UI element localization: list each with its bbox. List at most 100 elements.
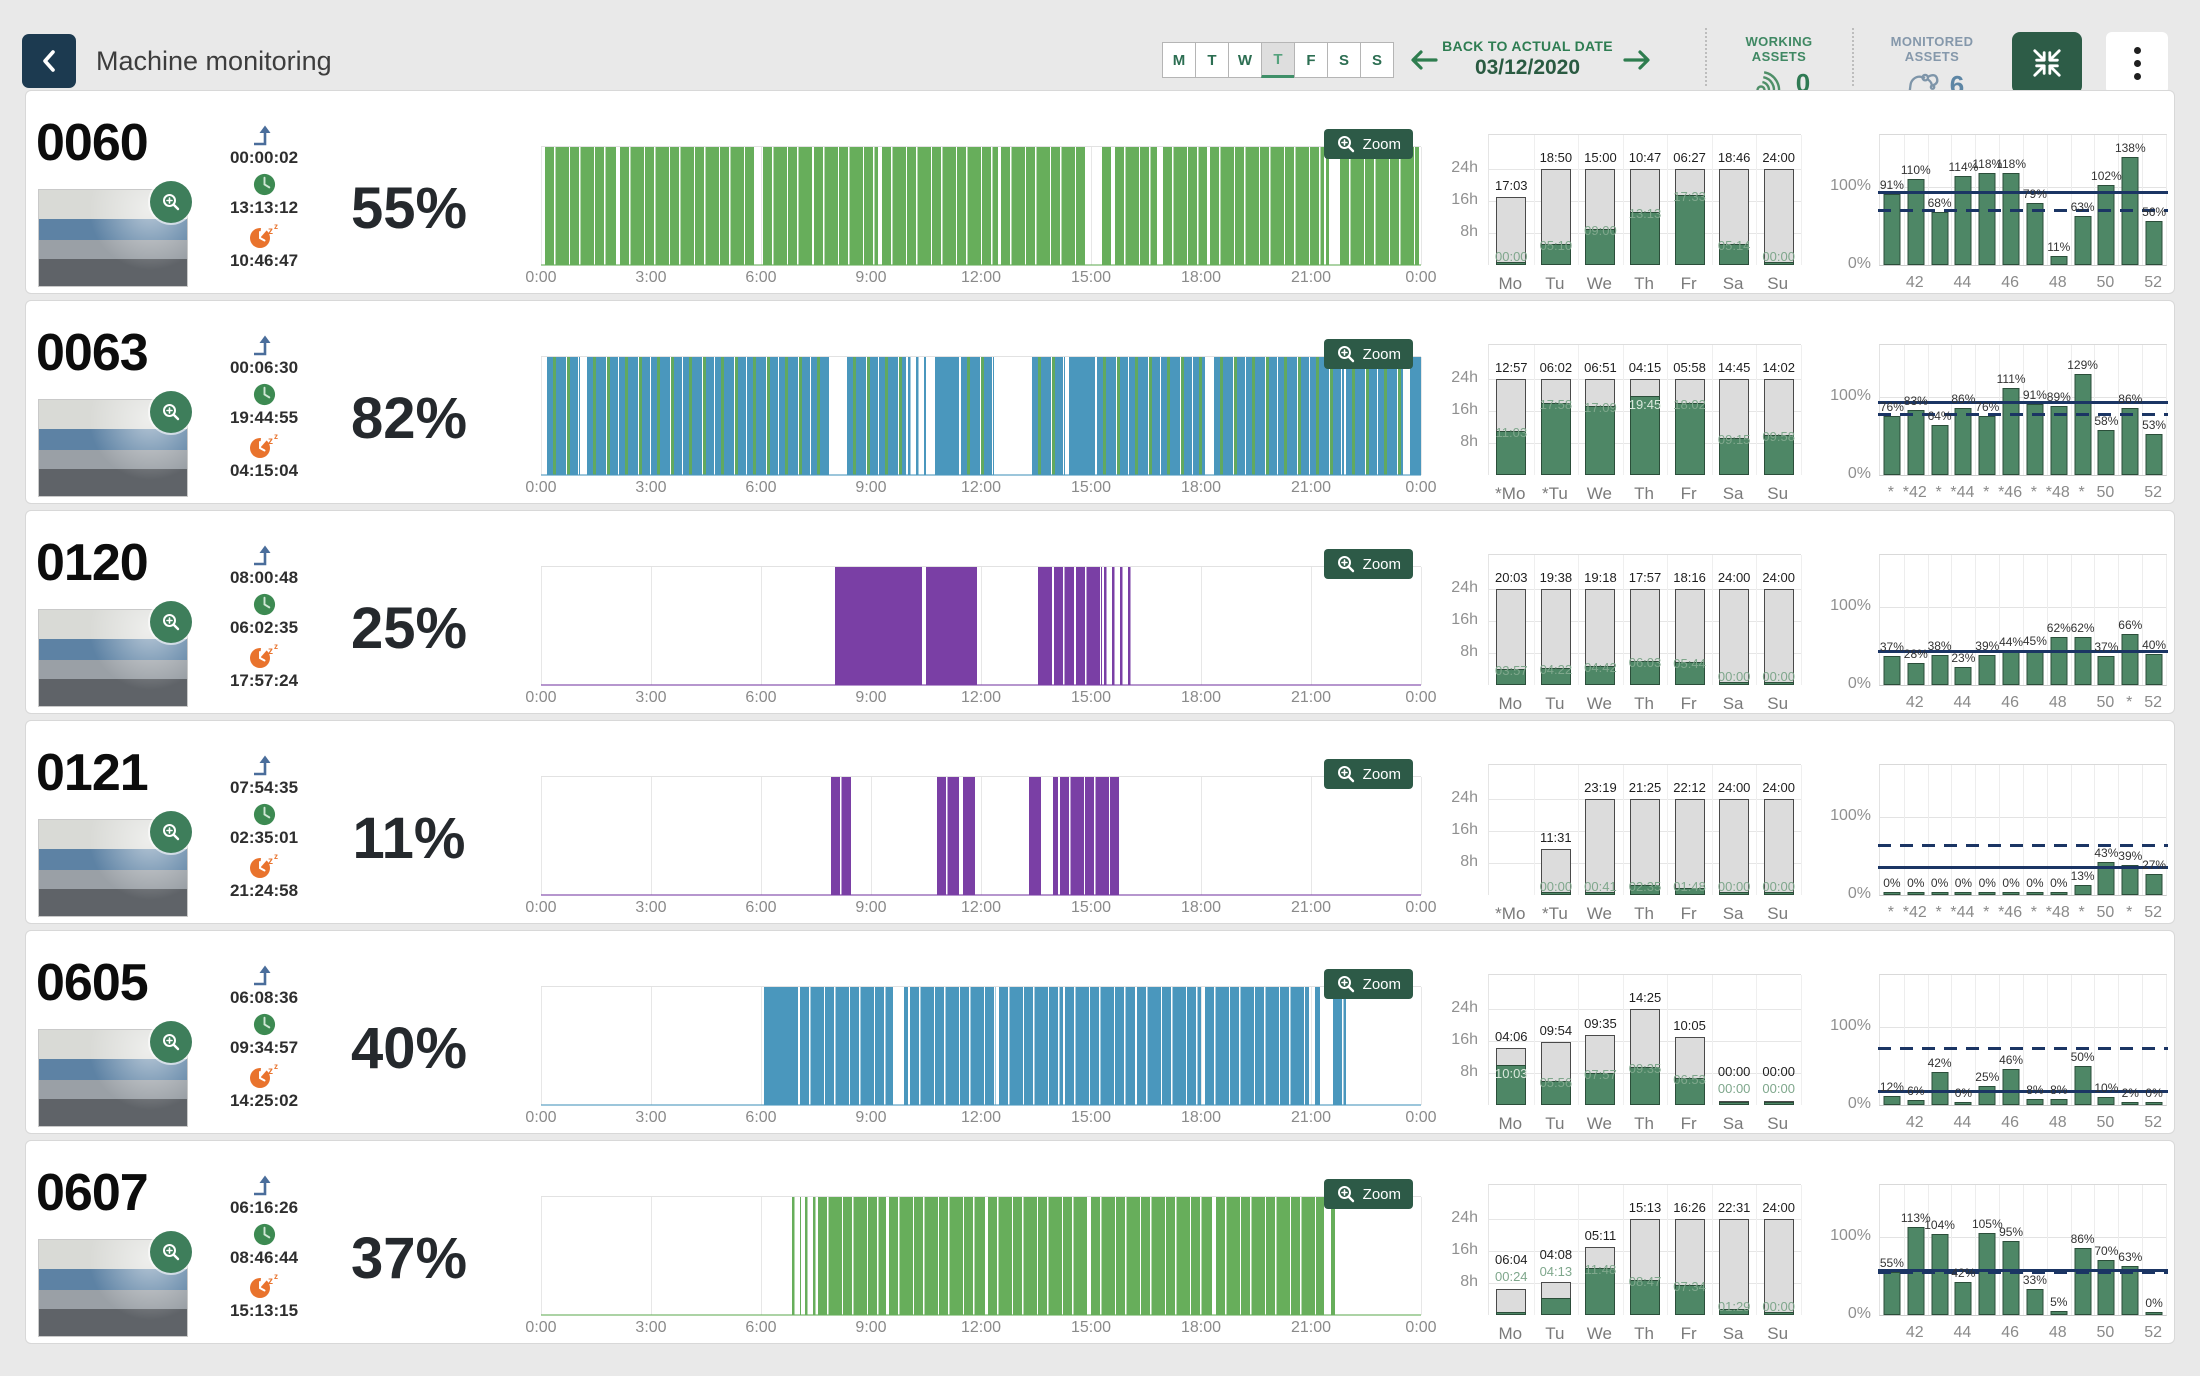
- utilization-percent: 11%: [352, 806, 466, 871]
- day-button-1[interactable]: T: [1195, 42, 1229, 78]
- magnifier-plus-icon: [1337, 766, 1354, 783]
- daily-working-bar: [1719, 1309, 1750, 1315]
- daily-axis-label: 24h: [1451, 999, 1478, 1016]
- photo-zoom-button[interactable]: [150, 391, 192, 433]
- daily-working-bar: [1540, 1081, 1571, 1105]
- week-value-label: 50%: [2070, 1050, 2095, 1064]
- daily-working-label: 07:57: [1584, 1067, 1617, 1083]
- week-slot: [1880, 765, 1905, 895]
- week-bar: [1978, 415, 1996, 475]
- next-day-button[interactable]: [1623, 48, 1653, 72]
- timeline-chart: 0:00 3:00 6:00 9:00 12:00 15:00 18:00 21:00 0:00…: [525, 301, 1456, 503]
- back-to-actual-date-button[interactable]: BACK TO ACTUAL DATE 03/12/2020: [1440, 38, 1615, 80]
- week-slot: [1975, 345, 2001, 475]
- collapse-all-button[interactable]: [2012, 32, 2082, 94]
- timeline-axis-label: 6:00: [745, 899, 777, 916]
- kebab-dot: [2133, 46, 2141, 54]
- daily-idle-label: 19:18: [1584, 570, 1617, 585]
- day-button-2[interactable]: W: [1228, 42, 1262, 78]
- zoom-button[interactable]: Zoom: [1323, 1179, 1413, 1209]
- timeline-gridline: [1311, 777, 1312, 895]
- working-time: 13:13:12: [229, 198, 299, 217]
- zoom-button[interactable]: Zoom: [1323, 549, 1413, 579]
- timeline-axis-label: 0:00: [1405, 1319, 1437, 1336]
- week-bar: [2050, 892, 2068, 895]
- day-button-4[interactable]: F: [1294, 42, 1328, 78]
- working-clock-icon: [253, 803, 275, 826]
- week-slot: [1928, 765, 1953, 895]
- kebab-menu-button[interactable]: [2106, 32, 2168, 94]
- daily-working-bar: [1496, 669, 1527, 685]
- zoom-button[interactable]: Zoom: [1323, 969, 1413, 999]
- daily-idle-label: 18:16: [1673, 570, 1706, 585]
- daily-total-bar: [1630, 799, 1660, 895]
- timeline-gridline: [981, 567, 982, 685]
- day-button-6[interactable]: S: [1360, 42, 1394, 78]
- back-button[interactable]: [22, 34, 76, 88]
- timeline-axis-label: 18:00: [1180, 899, 1222, 916]
- arrow-time: 06:16:26: [229, 1198, 299, 1217]
- daily-plot: 11:31 00:00 23:19 00:41 21:25 02:35 22:12 01:48…: [1488, 764, 1802, 895]
- daily-chart: 24h 16h 8h 06:04 00:24 04:08 04:13 05:11 11:48 15…: [1426, 1141, 1811, 1343]
- daily-idle-label: 04:06: [1495, 1029, 1528, 1045]
- timeline-gridline: [1091, 147, 1092, 265]
- timeline-gridline: [541, 567, 542, 685]
- week-bar: [1883, 415, 1901, 475]
- day-button-3[interactable]: T: [1261, 42, 1295, 78]
- zoom-button[interactable]: Zoom: [1323, 759, 1413, 789]
- daily-day-label: Fr: [1680, 904, 1697, 923]
- timeline-plot: [541, 146, 1422, 266]
- week-bar: [2145, 221, 2163, 265]
- photo-zoom-button[interactable]: [150, 1021, 192, 1063]
- week-bar: [2145, 653, 2163, 685]
- week-bar: [2050, 636, 2068, 685]
- daily-working-bar: [1585, 1073, 1616, 1105]
- daily-idle-label: 04:08: [1539, 1246, 1573, 1262]
- timeline-baseline: [541, 264, 1421, 266]
- week-value-label: 40%: [2142, 637, 2167, 652]
- week-bar: [2002, 388, 2020, 475]
- week-value-label: 23%: [1951, 651, 1976, 666]
- zoom-button-label: Zoom: [1362, 975, 1401, 993]
- week-value-label: 44%: [1999, 634, 2024, 649]
- timeline-gridline: [1421, 567, 1422, 685]
- daily-day-label: Mo: [1498, 274, 1523, 293]
- week-tick-label: 50: [2096, 904, 2115, 921]
- week-value-label: 39%: [2118, 848, 2143, 863]
- day-button-0[interactable]: M: [1162, 42, 1196, 78]
- week-value-label: 105%: [1971, 1217, 2003, 1232]
- zoom-button[interactable]: Zoom: [1323, 339, 1413, 369]
- daily-idle-label: 16:26: [1673, 1200, 1706, 1215]
- week-slot: [2118, 555, 2144, 685]
- week-tick-label: 52: [2144, 484, 2162, 501]
- weeks-axis-bottom-label: 0%: [1847, 1095, 1871, 1112]
- week-bar: [2145, 1102, 2163, 1105]
- photo-zoom-button[interactable]: [150, 1231, 192, 1273]
- photo-zoom-button[interactable]: [150, 181, 192, 223]
- week-slot: [1880, 1185, 1905, 1315]
- daily-axis-label: 8h: [1460, 1273, 1478, 1290]
- week-slot: [2095, 135, 2120, 265]
- week-bar: [1931, 212, 1949, 265]
- timeline-axis-label: 3:00: [635, 899, 667, 916]
- photo-zoom-button[interactable]: [150, 811, 192, 853]
- zoom-button[interactable]: Zoom: [1323, 129, 1413, 159]
- timeline-chart: 0:00 3:00 6:00 9:00 12:00 15:00 18:00 21:00 0:00…: [525, 1141, 1456, 1343]
- daily-working-label: 00:24: [1495, 1269, 1528, 1285]
- previous-day-button[interactable]: [1408, 48, 1438, 72]
- timeline-gridline: [541, 777, 542, 895]
- timeline-segment: [814, 147, 879, 265]
- day-button-5[interactable]: S: [1327, 42, 1361, 78]
- daily-working-label: 01:48: [1673, 879, 1706, 894]
- timeline-axis-label: 21:00: [1290, 1109, 1332, 1126]
- daily-idle-label: 06:27: [1673, 150, 1706, 165]
- arrow-time: 08:00:48: [229, 568, 299, 587]
- timeline-axis-label: 9:00: [855, 479, 887, 496]
- week-bar: [2145, 433, 2163, 475]
- daily-idle-label: 22:12: [1673, 780, 1706, 795]
- svg-text:z: z: [274, 222, 278, 231]
- timeline-gridline: [1201, 567, 1202, 685]
- photo-zoom-button[interactable]: [150, 601, 192, 643]
- working-assets-label: WORKING ASSETS: [1745, 34, 1813, 64]
- daily-total-bar: [1540, 848, 1571, 895]
